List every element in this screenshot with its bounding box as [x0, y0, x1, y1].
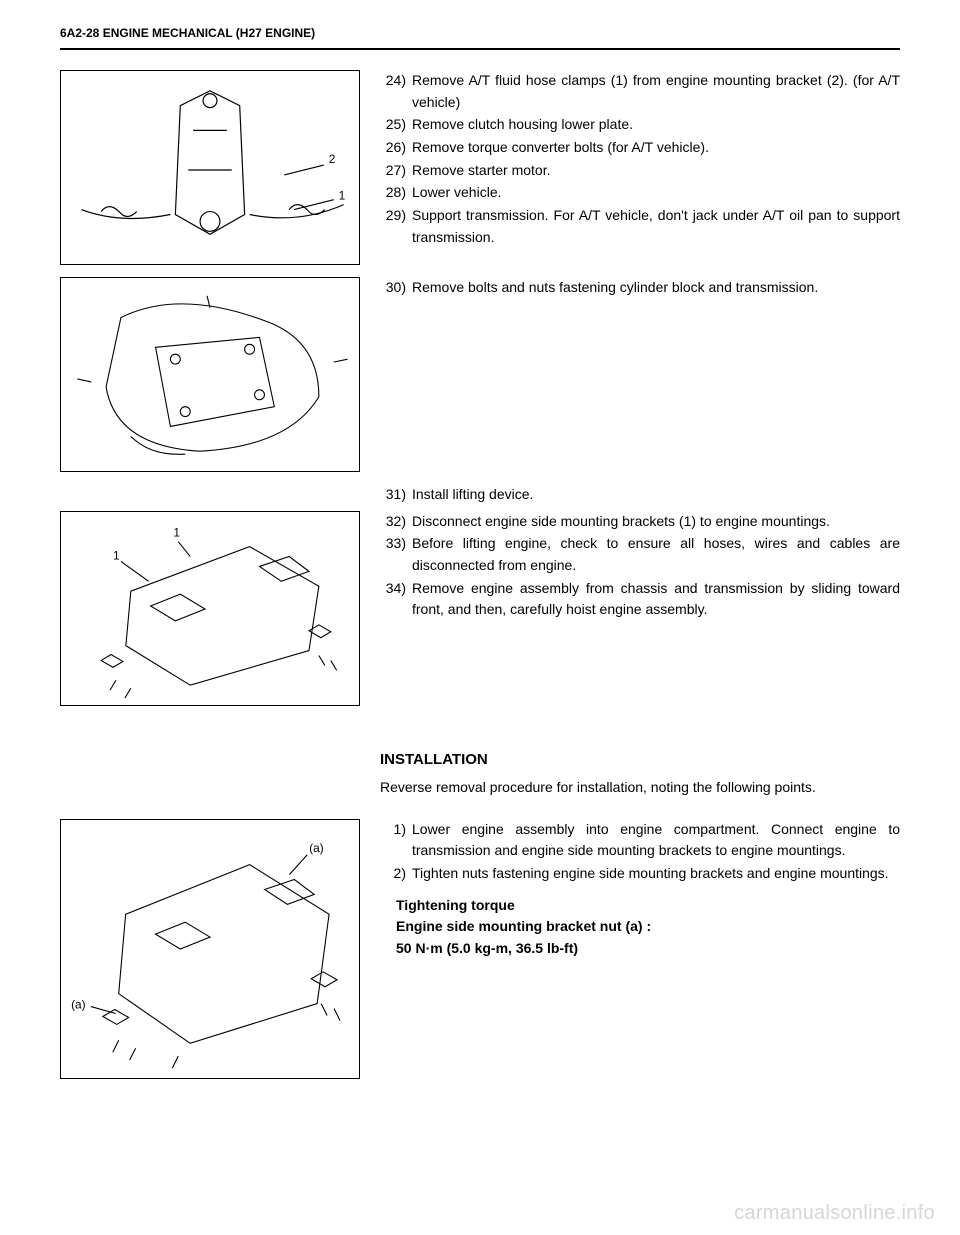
torque-block: Tightening torque Engine side mounting b… [396, 895, 900, 960]
figure3-label-1b: 1 [173, 525, 180, 539]
step-text: Install lifting device. [412, 484, 900, 506]
step-list-c-top: 31)Install lifting device. [380, 484, 900, 506]
step-list-a: 24)Remove A/T fluid hose clamps (1) from… [380, 70, 900, 249]
step-text: Remove clutch housing lower plate. [412, 114, 900, 136]
step-text: Before lifting engine, check to ensure a… [412, 533, 900, 576]
figure-cylinder-block-bolts [60, 277, 360, 472]
torque-spec-value: 50 N·m (5.0 kg-m, 36.5 lb-ft) [396, 938, 900, 960]
row-steps-24-29: 2 1 24)Remove A/T fluid hose clamps (1) … [60, 70, 900, 265]
step-num: 28) [380, 182, 412, 204]
figure-hose-clamps: 2 1 [60, 70, 360, 265]
watermark-text: carmanualsonline.info [734, 1202, 935, 1225]
step-num: 24) [380, 70, 412, 113]
step-text: Support transmission. For A/T vehicle, d… [412, 205, 900, 248]
figure1-label-1: 1 [339, 189, 346, 203]
torque-spec-label: Engine side mounting bracket nut (a) : [396, 916, 900, 938]
row-installation-steps: (a) (a) 1)Lower engine assembly into eng… [60, 819, 900, 1079]
figure-install-torque: (a) (a) [60, 819, 360, 1079]
row-steps-31: 31)Install lifting device. [60, 484, 900, 507]
step-num: 33) [380, 533, 412, 576]
step-num: 2) [380, 863, 412, 885]
figure1-label-2: 2 [329, 152, 336, 166]
installation-title: INSTALLATION [380, 748, 900, 771]
torque-label: Tightening torque [396, 895, 900, 917]
step-text: Disconnect engine side mounting brackets… [412, 511, 900, 533]
step-text: Lower engine assembly into engine compar… [412, 819, 900, 862]
figure-mounting-brackets: 1 1 [60, 511, 360, 706]
page-content: 2 1 24)Remove A/T fluid hose clamps (1) … [0, 50, 960, 1079]
step-text: Remove starter motor. [412, 160, 900, 182]
step-num: 34) [380, 578, 412, 621]
row-steps-30: 30)Remove bolts and nuts fastening cylin… [60, 277, 900, 472]
figure3-label-1a: 1 [113, 548, 120, 562]
row-steps-32-34: 1 1 32)Disconnect engine side mounting b… [60, 511, 900, 706]
row-installation-intro: INSTALLATION Reverse removal procedure f… [60, 748, 900, 807]
step-text: Tighten nuts fastening engine side mount… [412, 863, 900, 885]
step-num: 30) [380, 277, 412, 299]
step-text: Remove torque converter bolts (for A/T v… [412, 137, 900, 159]
step-num: 29) [380, 205, 412, 248]
step-list-c: 32)Disconnect engine side mounting brack… [380, 511, 900, 621]
step-text: Remove bolts and nuts fastening cylinder… [412, 277, 900, 299]
step-num: 26) [380, 137, 412, 159]
installation-step-list: 1)Lower engine assembly into engine comp… [380, 819, 900, 885]
step-text: Remove engine assembly from chassis and … [412, 578, 900, 621]
page-header-title: 6A2-28 ENGINE MECHANICAL (H27 ENGINE) [60, 26, 315, 40]
figure4-label-a1: (a) [309, 840, 324, 854]
figure4-label-a2: (a) [71, 997, 86, 1011]
step-num: 32) [380, 511, 412, 533]
step-list-b: 30)Remove bolts and nuts fastening cylin… [380, 277, 900, 299]
step-text: Lower vehicle. [412, 182, 900, 204]
step-num: 25) [380, 114, 412, 136]
step-num: 1) [380, 819, 412, 862]
installation-intro: Reverse removal procedure for installati… [380, 777, 900, 799]
step-num: 31) [380, 484, 412, 506]
step-text: Remove A/T fluid hose clamps (1) from en… [412, 70, 900, 113]
step-num: 27) [380, 160, 412, 182]
